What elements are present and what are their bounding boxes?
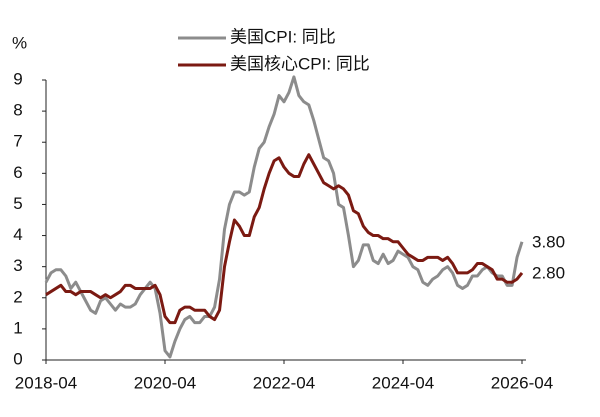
y-tick-label: 7 [13, 132, 22, 151]
series-line [45, 153, 524, 325]
y-tick-label: 9 [13, 69, 22, 88]
legend-label: 美国核心CPI: 同比 [230, 54, 370, 73]
x-tick-label: 2022-04 [253, 373, 315, 392]
y-tick-label: 0 [13, 349, 22, 368]
x-tick-label: 2024-04 [372, 373, 434, 392]
data-label: 2.80 [532, 263, 565, 282]
y-tick-label: 3 [13, 256, 22, 275]
y-tick-label: 5 [13, 194, 22, 213]
y-tick-label: 2 [13, 287, 22, 306]
y-tick-label: 6 [13, 163, 22, 182]
y-tick-label: 1 [13, 318, 22, 337]
y-tick-label: 4 [13, 225, 22, 244]
legend-label: 美国CPI: 同比 [230, 27, 336, 46]
data-label: 3.80 [532, 232, 565, 251]
y-unit: % [12, 33, 27, 52]
x-tick-label: 2026-04 [491, 373, 553, 392]
y-tick-label: 8 [13, 101, 22, 120]
x-tick-label: 2018-04 [15, 373, 77, 392]
series-line [44, 75, 524, 359]
x-tick-label: 2020-04 [134, 373, 196, 392]
